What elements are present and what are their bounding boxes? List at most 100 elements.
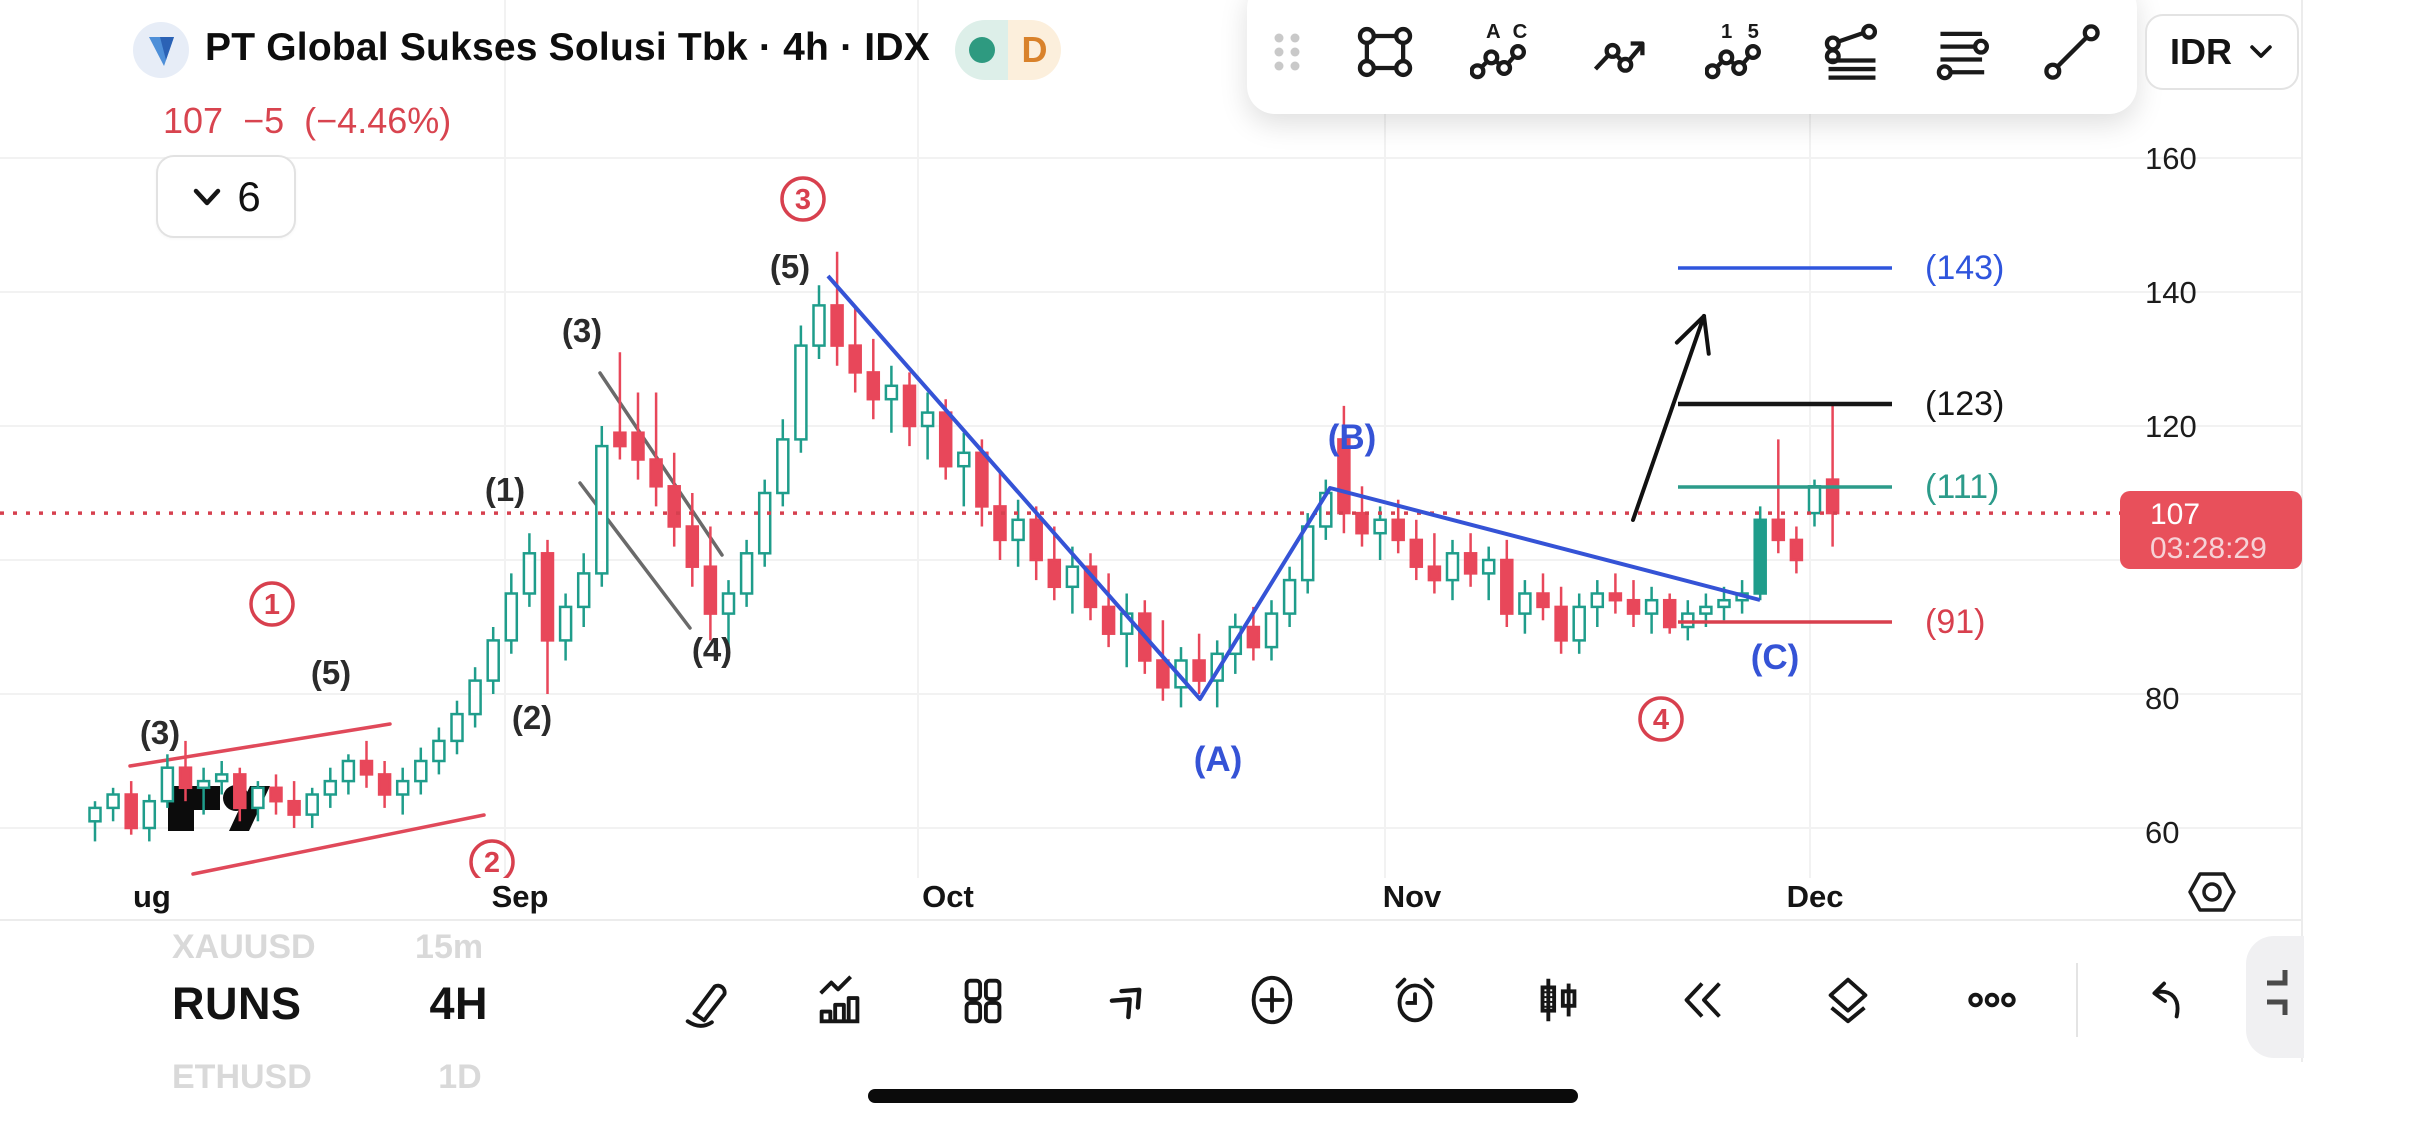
candle-body [1083, 565, 1098, 609]
price-change: −5 [243, 100, 285, 141]
candle-body [703, 565, 718, 615]
circled-wave-marker [780, 176, 826, 222]
fib-retracement-tool-icon[interactable] [1933, 20, 1997, 84]
object-tree-button[interactable]: 6 [156, 155, 296, 238]
undo-icon[interactable] [2137, 971, 2195, 1029]
candle-body [1445, 552, 1460, 582]
candle-body [88, 806, 102, 823]
market-status-pill[interactable]: D [955, 20, 1061, 80]
circled-wave-marker [249, 581, 295, 627]
price-axis[interactable]: 160 140 120 80 60 [2145, 141, 2197, 850]
drag-handle-icon[interactable] [1255, 20, 1319, 84]
candle-body [1282, 578, 1297, 615]
month-tick: Nov [1383, 879, 1442, 914]
candles [88, 251, 1840, 842]
draw-icon[interactable] [679, 971, 737, 1029]
candle-body [269, 786, 283, 803]
arrow-drawing[interactable] [1631, 314, 1711, 522]
current-interval: 4H [429, 978, 489, 1029]
drawing-toolbar: A C 1 5 [1247, 0, 2137, 114]
indicators-icon[interactable] [811, 971, 869, 1029]
market-dot-icon [968, 37, 995, 63]
parallel-channel-tool-icon[interactable] [1820, 20, 1884, 84]
patterns-icon[interactable] [1100, 971, 1158, 1029]
time-axis[interactable]: ug Sep Oct Nov Dec [133, 879, 1843, 914]
month-tick: ug [133, 879, 171, 914]
circled-wave-number: 1 [264, 589, 280, 621]
candle-body [1662, 598, 1677, 629]
level-label: (91) [1925, 603, 1985, 641]
abc-correction-tool-icon[interactable]: A C [1470, 20, 1534, 84]
rectangle-tool-icon[interactable] [1353, 20, 1417, 84]
candle-body [1463, 552, 1478, 575]
candle-body [595, 444, 609, 575]
replay-icon[interactable] [1674, 971, 1732, 1029]
price-tick: 140 [2145, 275, 2197, 310]
symbol-picker-current[interactable]: RUNS 4H [172, 978, 488, 1030]
prev-interval: 15m [415, 928, 484, 966]
candle-body [1409, 538, 1424, 568]
symbol-picker-next[interactable]: ETHUSD 1D [172, 1058, 482, 1097]
candle-body [576, 572, 591, 609]
candle-body [106, 793, 120, 810]
symbol-picker-prev[interactable]: XAUUSD 15m [172, 928, 483, 967]
badge-price: 107 [2150, 498, 2200, 531]
wave-label: (3) [562, 312, 602, 349]
candle-body [957, 451, 971, 468]
candle-body [1699, 605, 1713, 615]
impulse-wave-tool-icon[interactable]: 1 5 [1705, 20, 1769, 84]
circled-wave-number: 2 [484, 847, 500, 879]
layout-grid-icon[interactable] [954, 971, 1012, 1029]
candle-body [993, 505, 1007, 542]
wave-labels[interactable]: (3) (5) (1) (4) (2) (3) (5) (A) (B) (C) 1 2 3 4 [140, 176, 1799, 883]
level-label: (143) [1925, 249, 2004, 287]
candle-body [359, 759, 374, 776]
candle-body [1554, 605, 1568, 642]
plot-area: (143) (123) (111) (91) (3) (5) (1) (4) (2) (3) (5)… [0, 0, 2302, 883]
svg-text:A: A [1486, 21, 1501, 43]
chevron-down-icon [194, 188, 221, 205]
price-tick: 160 [2145, 141, 2197, 176]
abc-zigzag-drawing[interactable] [826, 274, 1761, 701]
candle-body [1300, 525, 1315, 582]
symbol-title[interactable]: PT Global Sukses Solusi Tbk · 4h · IDX [205, 26, 930, 69]
candle-body [305, 793, 319, 816]
currency-selector[interactable]: IDR [2145, 14, 2299, 90]
alerts-icon[interactable] [1386, 971, 1444, 1029]
trend-line-tool-icon[interactable] [2040, 20, 2104, 84]
candle-body [631, 431, 645, 461]
candle-body [794, 344, 808, 441]
candle-body [1210, 652, 1224, 682]
layers-icon[interactable] [1819, 971, 1877, 1029]
candle-body [975, 451, 989, 508]
candle-body [522, 552, 537, 595]
add-icon[interactable] [1243, 971, 1301, 1029]
chevron-down-icon [2250, 45, 2272, 58]
svg-text:5: 5 [1748, 21, 1759, 43]
panel-handle-icon [2267, 970, 2288, 1015]
settings-icon[interactable] [2188, 872, 2236, 912]
price-level-drawings[interactable]: (143) (123) (111) (91) [1678, 249, 2004, 641]
bar-style-icon[interactable] [1529, 971, 1587, 1029]
candle-body [920, 411, 935, 428]
candle-body [757, 491, 772, 555]
candle-body [1626, 598, 1641, 615]
candle-body [142, 799, 157, 830]
candle-body [504, 592, 519, 642]
trend-arrow-tool-icon[interactable] [1588, 20, 1652, 84]
price-tick: 60 [2145, 815, 2179, 850]
candle-body [196, 779, 211, 790]
wave-label: (5) [770, 248, 810, 285]
candle-body [432, 739, 446, 763]
more-icon[interactable] [1963, 971, 2021, 1029]
panel-handle[interactable] [2246, 936, 2304, 1058]
home-indicator[interactable] [868, 1089, 1578, 1103]
abc-wave-label: (B) [1328, 418, 1377, 457]
circled-wave-number: 3 [795, 184, 811, 216]
symbol-logo[interactable] [133, 22, 189, 78]
candle-body [685, 525, 700, 568]
circled-wave-number: 4 [1653, 704, 1669, 736]
candle-body [341, 759, 356, 783]
